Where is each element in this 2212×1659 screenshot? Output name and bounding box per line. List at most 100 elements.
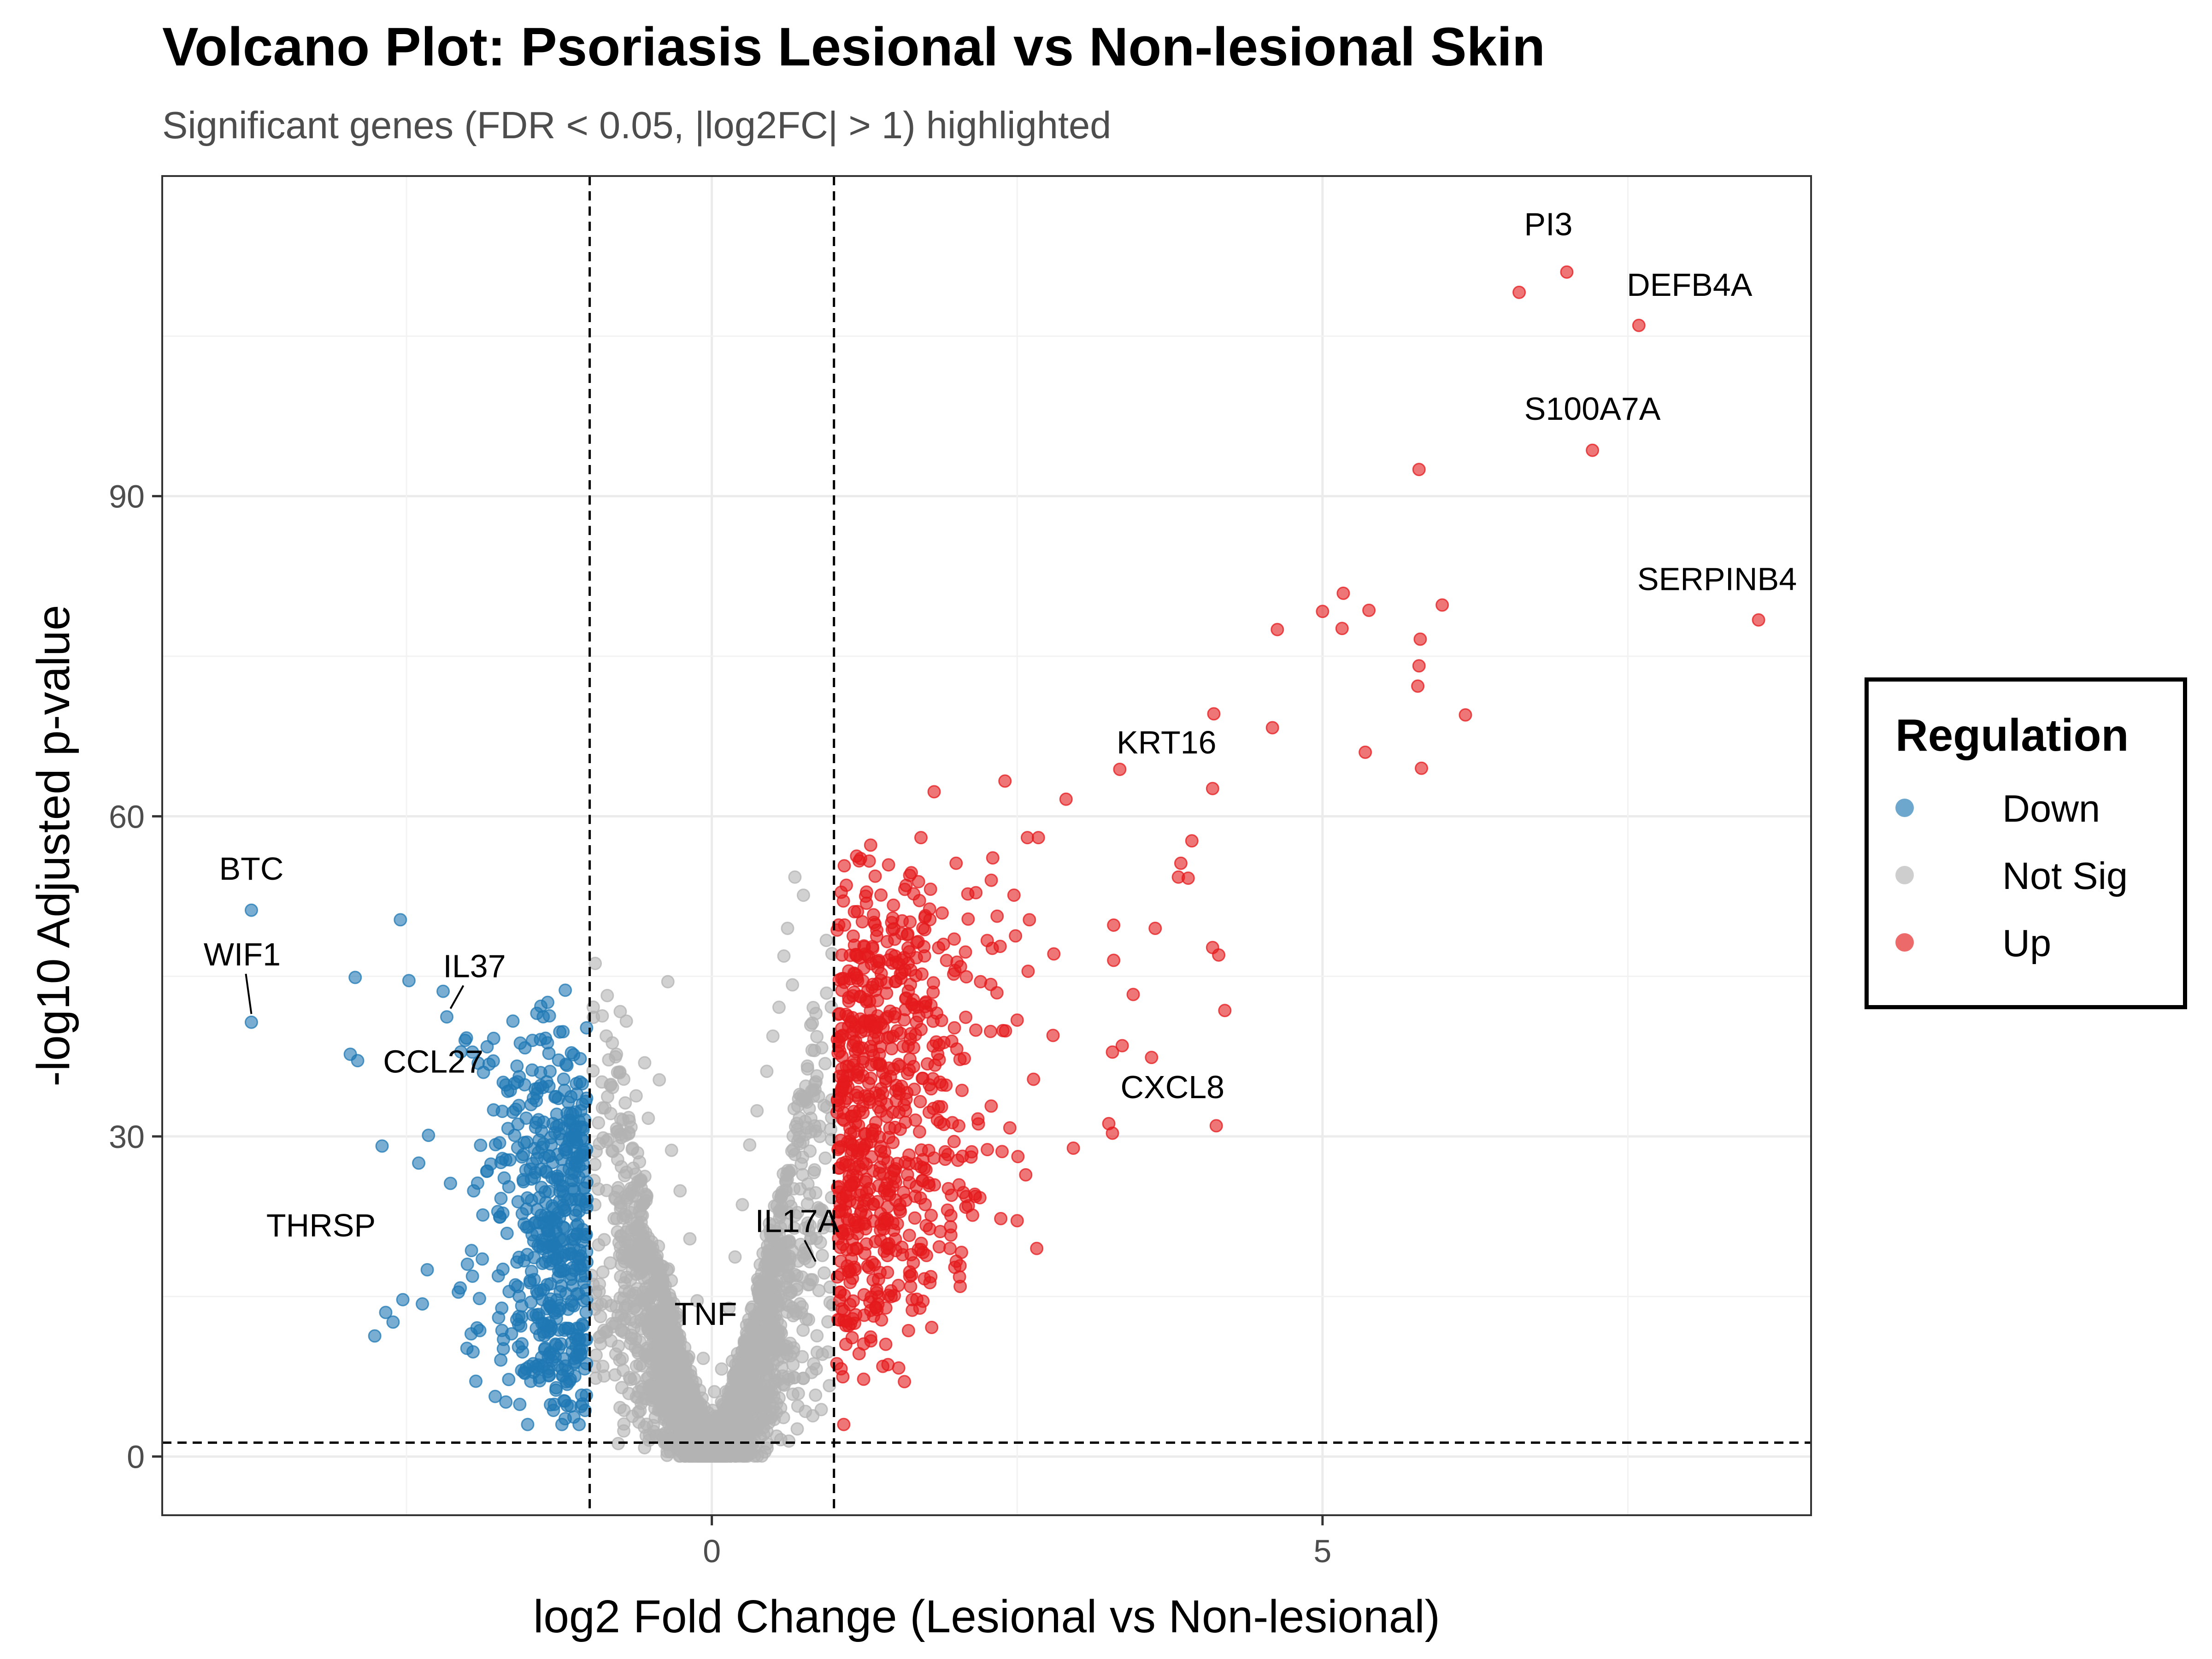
gene-point-up [961, 912, 975, 926]
gene-point-down [544, 1292, 558, 1306]
gene-point-up [915, 967, 929, 981]
gene-point-down [510, 1059, 524, 1073]
gene-point-up [912, 1242, 925, 1256]
gene-point-not-sig [750, 1362, 764, 1376]
gene-point-down [569, 1332, 582, 1346]
gene-point-up [1010, 1214, 1024, 1228]
gene-point-up [947, 1021, 961, 1035]
gene-point-up [1113, 762, 1127, 776]
gene-point-not-sig [629, 1089, 643, 1103]
gene-point-down [579, 1198, 593, 1212]
gene-point-down [460, 1341, 474, 1355]
gene-point-up [998, 774, 1012, 788]
gene-point-down [503, 1083, 517, 1097]
gene-point-down [568, 1159, 582, 1172]
gene-point-up [912, 1009, 926, 1023]
gene-point-not-sig [778, 1246, 792, 1260]
gene-point-not-sig [786, 978, 800, 992]
gene-point-down [511, 1117, 525, 1131]
gene-point-up [859, 885, 873, 899]
gene-point-not-sig [697, 1418, 711, 1431]
gene-point-up [894, 1079, 908, 1093]
gene-point-not-sig [740, 1326, 753, 1340]
gene-point-not-sig [790, 1422, 804, 1436]
gene-point-up [881, 1213, 894, 1227]
gene-point-down [513, 1398, 527, 1412]
gene-point-not-sig [612, 1139, 625, 1153]
legend-item-up: Up [1895, 918, 2181, 968]
gene-point-up [995, 1145, 1009, 1159]
gene-point-down [511, 1280, 524, 1294]
gene-point-not-sig [774, 1293, 788, 1306]
gene-point-up [862, 1076, 876, 1090]
gene-point-not-sig [743, 1138, 757, 1152]
gene-point-down [551, 1147, 565, 1161]
gene-point-up [953, 960, 967, 974]
gene-point-down [496, 1206, 510, 1220]
gene-point-not-sig [815, 1248, 829, 1262]
y-axis-title: -log10 Adjusted p-value [28, 605, 79, 1086]
threshold-lines [162, 176, 1811, 1515]
gene-point-up [868, 869, 882, 883]
gene-point-not-sig [750, 1104, 764, 1118]
gene-point-not-sig [796, 888, 810, 902]
gene-point-not-sig [594, 1310, 607, 1324]
gene-point-down [420, 1263, 434, 1277]
gene-point-down [558, 1352, 571, 1366]
x-tick-label: 0 [703, 1533, 721, 1569]
gene-point-down [386, 1315, 400, 1329]
gene-point-not-sig [674, 1427, 688, 1441]
gene-point-not-sig [794, 1157, 808, 1171]
gene-point-down [480, 1040, 494, 1053]
gene-point-up [1009, 929, 1023, 943]
gene-point-up [884, 1284, 898, 1298]
gene-point-up [932, 1240, 946, 1254]
gene-point-down [564, 1106, 577, 1120]
gene-point-up [912, 894, 926, 907]
gene-point-down [348, 971, 362, 984]
gene-point-not-sig [623, 1371, 636, 1384]
gene-point-not-sig [775, 1206, 788, 1220]
gene-point-up [1415, 761, 1429, 775]
gene-point-not-sig [738, 1351, 752, 1365]
gene-point-up [1632, 318, 1646, 332]
gene-point-down [575, 1235, 589, 1248]
gene-point-down [552, 1053, 565, 1067]
gene-point-up [1271, 623, 1284, 636]
gene-point-down [502, 1373, 516, 1387]
gene-point-not-sig [611, 1181, 625, 1194]
gene-point-up [1007, 888, 1021, 902]
gene-point-down [488, 1138, 502, 1152]
gene-point-up [882, 1061, 896, 1075]
gene-point-not-sig [638, 1056, 652, 1070]
gene-point-up [835, 983, 849, 997]
gene-point-up [895, 1248, 909, 1262]
gene-point-up [846, 1011, 859, 1024]
gene-point-down [496, 1342, 510, 1356]
gene-point-down [551, 1171, 565, 1185]
gene-point-up [933, 1075, 947, 1089]
gene-point-down [538, 1358, 552, 1372]
gene-point-up [854, 990, 868, 1004]
gene-point-up [844, 1147, 858, 1161]
gene-point-up [913, 1095, 927, 1109]
gene-point-down [402, 974, 416, 988]
gene-point-down [525, 1063, 539, 1077]
gene-point-down [443, 1177, 457, 1190]
gene-point-not-sig [613, 1127, 627, 1141]
gene-point-down [422, 1129, 435, 1142]
gene-point-down [516, 1345, 529, 1359]
gene-point-up [908, 1028, 922, 1041]
gene-point-down [549, 1252, 563, 1266]
gene-point-not-sig [793, 1088, 806, 1101]
gene-point-down [512, 1099, 526, 1112]
gene-point-not-sig [772, 1000, 786, 1014]
gene-point-up [953, 1053, 967, 1066]
gene-point-up [870, 1286, 884, 1300]
gene-point-up [880, 986, 894, 1000]
gene-point-up [880, 1177, 894, 1190]
gene-point-up [956, 1186, 970, 1200]
gene-point-up [1411, 679, 1425, 693]
gene-point-not-sig [807, 1357, 821, 1371]
gene-point-up [839, 1337, 853, 1351]
